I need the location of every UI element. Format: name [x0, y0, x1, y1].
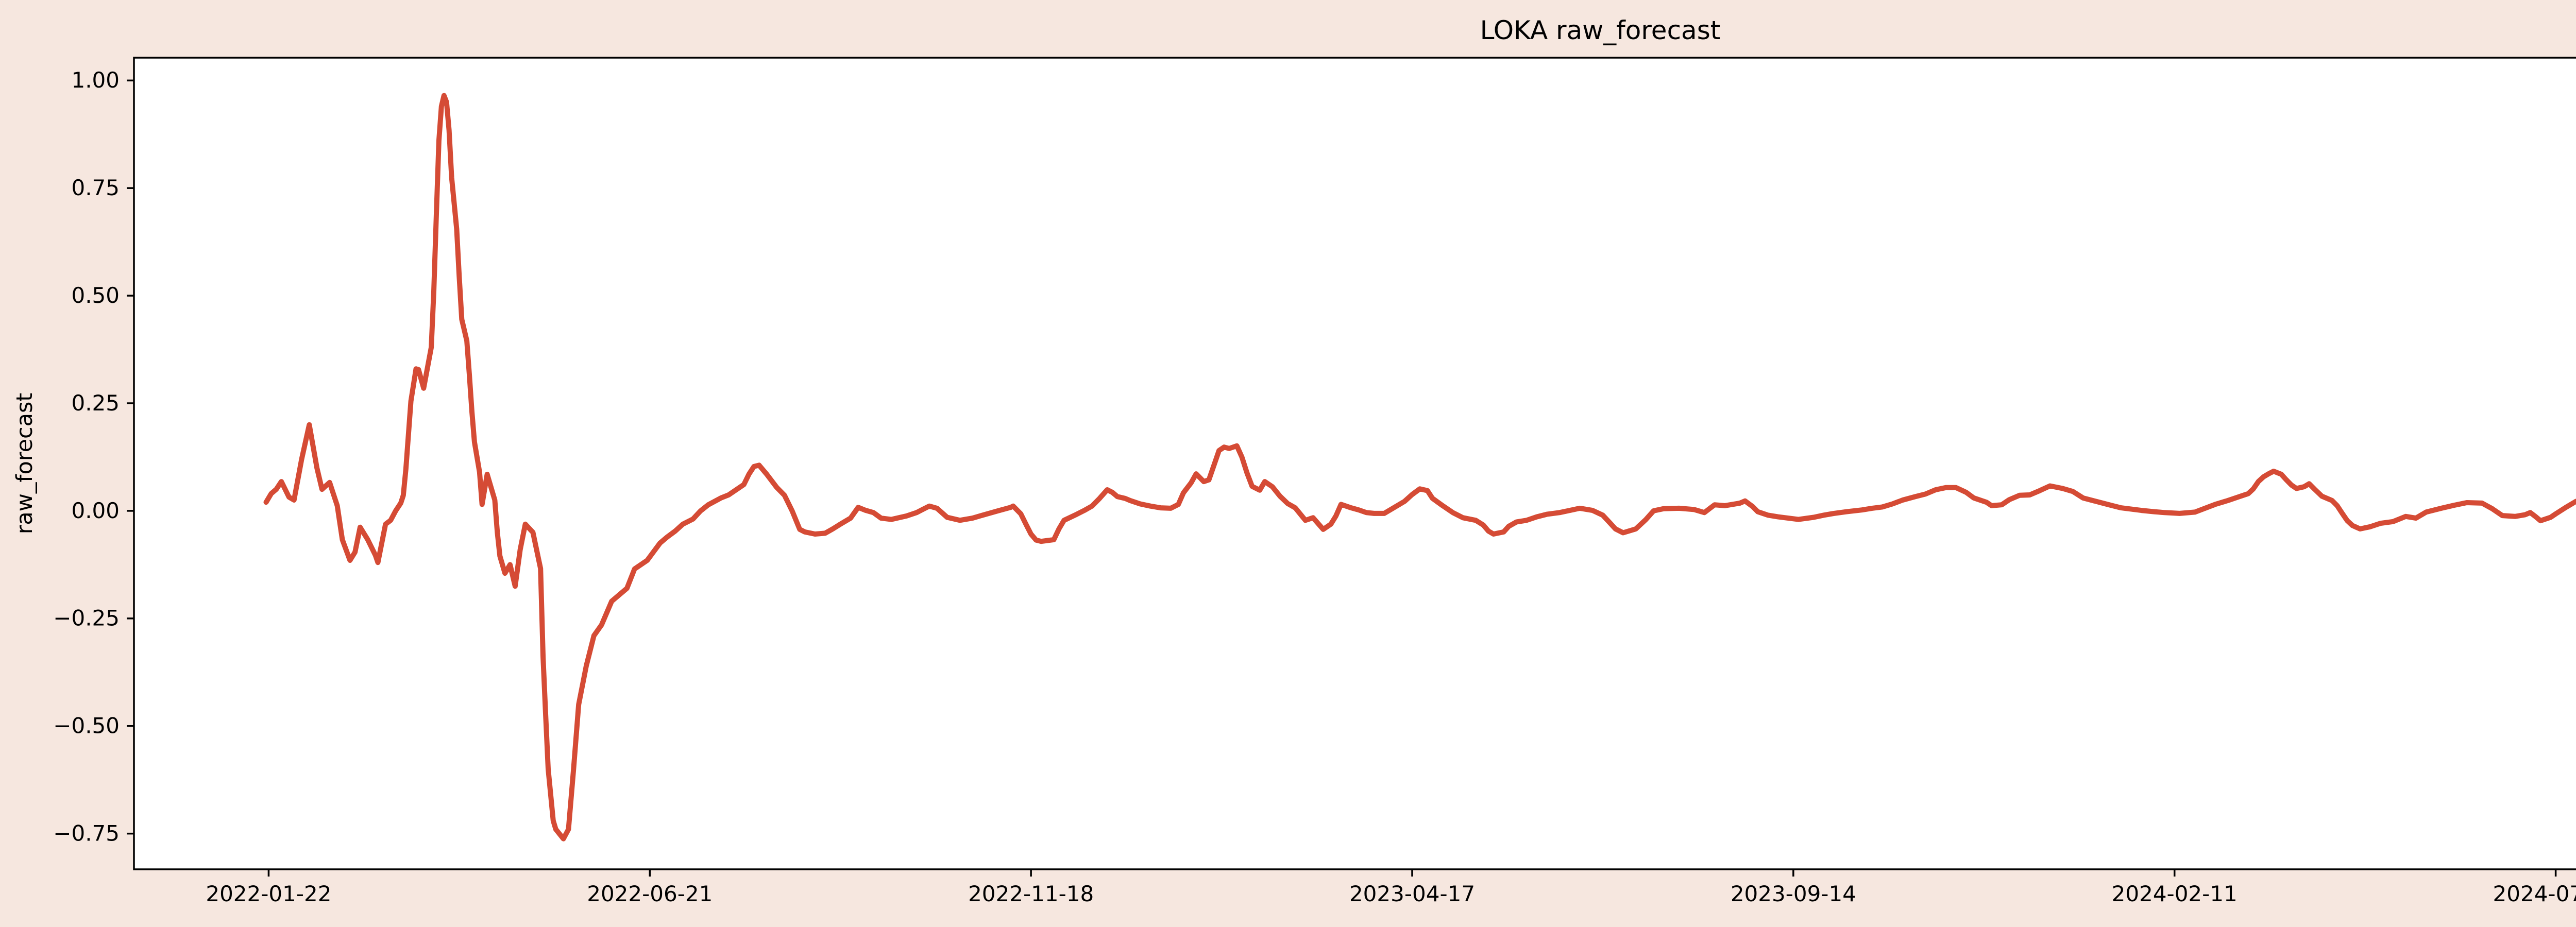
forecast-line — [263, 93, 2576, 842]
y-axis: 1.00 0.75 0.50 0.25 0.00 −0.25 −0.50 −0.75 — [53, 67, 134, 846]
y-tick-label: 0.00 — [71, 498, 120, 523]
x-tick-label: 2022-01-22 — [206, 881, 331, 906]
y-tick-label: 0.25 — [71, 390, 120, 416]
y-tick-label: 0.75 — [71, 175, 120, 200]
x-axis: 2022-01-22 2022-06-21 2022-11-18 2023-04-17… — [206, 869, 2576, 906]
x-tick-label: 2022-06-21 — [587, 881, 713, 906]
y-tick-label: −0.75 — [53, 821, 120, 846]
y-tick-label: −0.25 — [53, 606, 120, 631]
y-tick-label: 0.50 — [71, 283, 120, 308]
y-tick-label: 1.00 — [71, 67, 120, 93]
plot-area — [134, 58, 2576, 869]
x-tick-label: 2022-11-18 — [968, 881, 1094, 906]
y-axis-label: raw_forecast — [12, 393, 38, 535]
x-tick-label: 2023-04-17 — [1349, 881, 1475, 906]
y-tick-label: −0.50 — [53, 713, 120, 739]
x-tick-label: 2024-02-11 — [2112, 881, 2238, 906]
axes-spines — [133, 57, 2576, 870]
x-tick-label: 2024-07-10 — [2493, 881, 2576, 906]
chart-title: LOKA raw_forecast — [1480, 15, 1721, 45]
x-tick-label: 2023-09-14 — [1731, 881, 1856, 906]
